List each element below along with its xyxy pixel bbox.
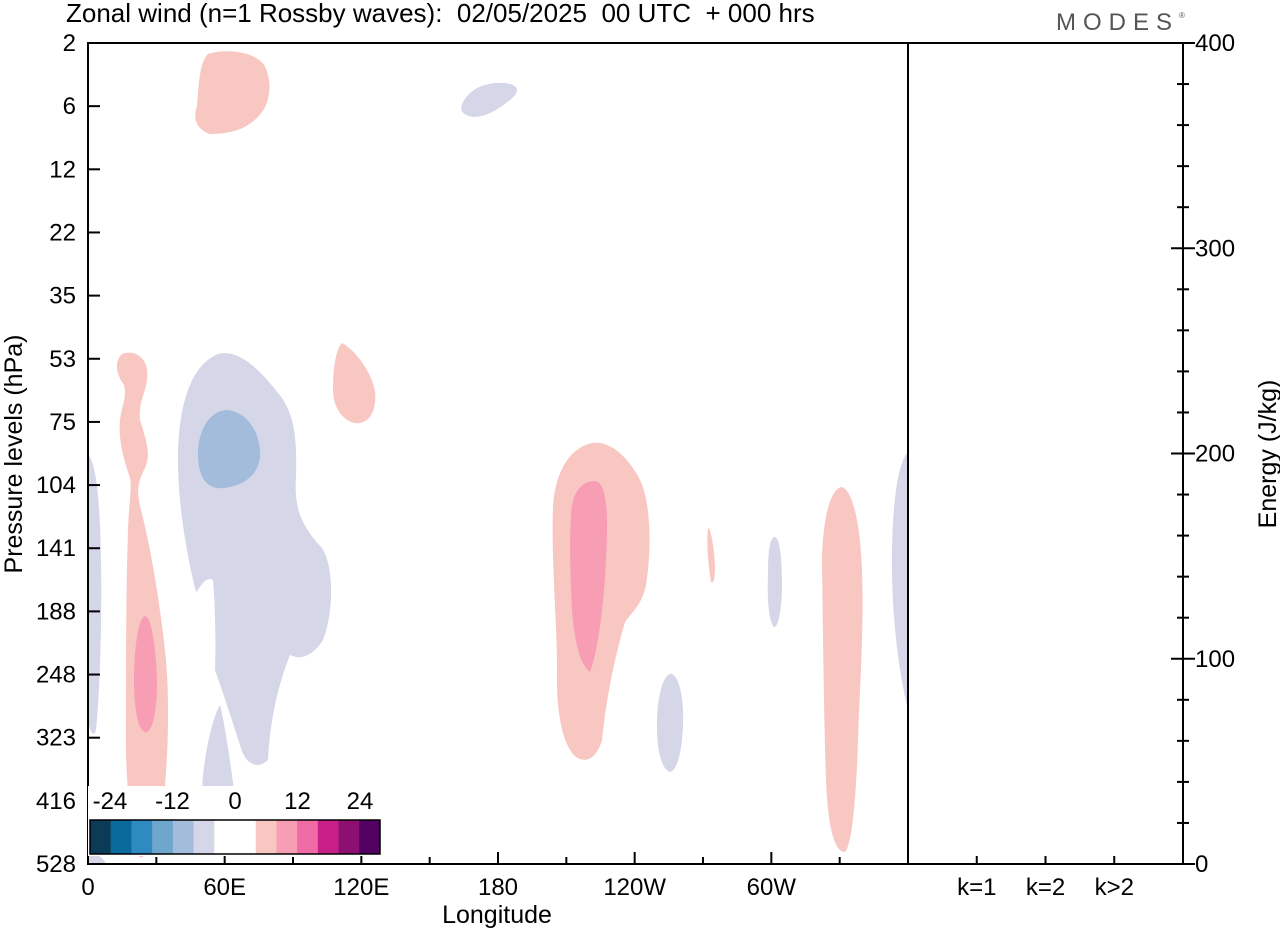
colorbar-label: -12 bbox=[155, 788, 190, 815]
colorbar-cell bbox=[172, 820, 195, 854]
pressure-tick-label: 53 bbox=[49, 346, 76, 373]
registered-mark: ® bbox=[1179, 11, 1185, 20]
colorbar-cell bbox=[131, 820, 153, 854]
colorbar-cell bbox=[110, 820, 132, 854]
contour-field bbox=[88, 51, 908, 864]
colorbar-frame bbox=[89, 819, 381, 855]
contour-positive-core bbox=[570, 481, 608, 672]
pressure-tick-label: 528 bbox=[36, 851, 76, 878]
contour-positive-region bbox=[707, 528, 715, 583]
pressure-tick-label: 188 bbox=[36, 598, 76, 625]
pressure-tick-label: 22 bbox=[49, 219, 76, 246]
pressure-tick-label: 141 bbox=[36, 535, 76, 562]
longitude-tick-label: 120E bbox=[333, 874, 389, 901]
contour-negative-region bbox=[891, 452, 908, 710]
energy-bars: k=1 k=2 k>2 bbox=[954, 856, 1137, 901]
pressure-tick-label: 104 bbox=[36, 472, 76, 499]
x-axis-title: Longitude bbox=[442, 901, 552, 929]
pressure-tick-label: 75 bbox=[49, 409, 76, 436]
colorbar-cell bbox=[152, 820, 174, 854]
colorbar-label: -24 bbox=[93, 788, 128, 815]
pressure-tick-label: 35 bbox=[49, 283, 76, 310]
pressure-tick-label: 2 bbox=[63, 30, 76, 57]
colorbar-cell bbox=[235, 820, 257, 854]
colorbar-label: 0 bbox=[228, 788, 241, 815]
colorbar-cell bbox=[193, 820, 215, 854]
contour-positive-core bbox=[134, 616, 157, 733]
longitude-tick-label: 180 bbox=[478, 874, 518, 901]
contour-positive-region bbox=[333, 343, 376, 424]
longitude-tick-label: 120W bbox=[603, 874, 666, 901]
colorbar-cell bbox=[359, 820, 381, 854]
brand-logo: MODES® bbox=[1056, 9, 1185, 37]
pressure-tick-label: 248 bbox=[36, 662, 76, 689]
colorbar-cell bbox=[338, 820, 360, 854]
colorbar-cell bbox=[255, 820, 277, 854]
pressure-axis: 2 6 12 22 35 53 75 104 141 188 248 323 416 528 bbox=[36, 30, 100, 878]
contour-negative-region bbox=[461, 82, 517, 117]
longitude-tick-label: 60E bbox=[203, 874, 246, 901]
energy-tick-label: 200 bbox=[1195, 441, 1235, 468]
contour-positive-region bbox=[195, 51, 270, 135]
longitude-axis: 0 60E 120E 180 120W 60W bbox=[81, 852, 909, 901]
energy-tick-label: 400 bbox=[1195, 30, 1235, 57]
energy-category-label: k=1 bbox=[957, 874, 996, 901]
colorbar-cell bbox=[90, 820, 112, 854]
pressure-tick-label: 416 bbox=[36, 788, 76, 815]
colorbar-label: 12 bbox=[284, 788, 311, 815]
energy-category-label: k=2 bbox=[1026, 874, 1065, 901]
brand-text: MODES bbox=[1056, 9, 1180, 36]
contour-positive-region bbox=[822, 487, 863, 852]
pressure-tick-label: 12 bbox=[49, 156, 76, 183]
contour-negative-region bbox=[656, 673, 684, 772]
energy-tick-label: 300 bbox=[1195, 235, 1235, 262]
longitude-tick-label: 0 bbox=[81, 874, 94, 901]
y2-axis-title: Energy (J/kg) bbox=[1254, 380, 1280, 529]
pressure-tick-label: 6 bbox=[63, 93, 76, 120]
pressure-tick-label: 323 bbox=[36, 725, 76, 752]
contour-negative-core bbox=[197, 410, 261, 489]
energy-axis: 0 100 200 300 400 bbox=[1171, 30, 1235, 878]
contour-negative-region bbox=[767, 537, 782, 628]
energy-tick-label: 0 bbox=[1195, 851, 1208, 878]
contour-positive-region bbox=[116, 352, 169, 858]
energy-tick-label: 100 bbox=[1195, 646, 1235, 673]
contour-negative-region bbox=[88, 455, 102, 734]
colorbar-cell bbox=[276, 820, 298, 854]
energy-category-label: k>2 bbox=[1095, 874, 1134, 901]
longitude-tick-label: 60W bbox=[747, 874, 797, 901]
colorbar-cell bbox=[214, 820, 236, 854]
colorbar-cell bbox=[297, 820, 319, 854]
chart-title: Zonal wind (n=1 Rossby waves): 02/05/202… bbox=[66, 0, 815, 28]
colorbar-legend: -24 -12 0 12 24 bbox=[88, 786, 385, 856]
contour-negative-region bbox=[177, 353, 332, 765]
energy-panel-frame bbox=[907, 42, 1184, 865]
colorbar-cell bbox=[317, 820, 340, 854]
y-axis-title: Pressure levels (hPa) bbox=[0, 335, 28, 574]
colorbar-label: 24 bbox=[347, 788, 374, 815]
